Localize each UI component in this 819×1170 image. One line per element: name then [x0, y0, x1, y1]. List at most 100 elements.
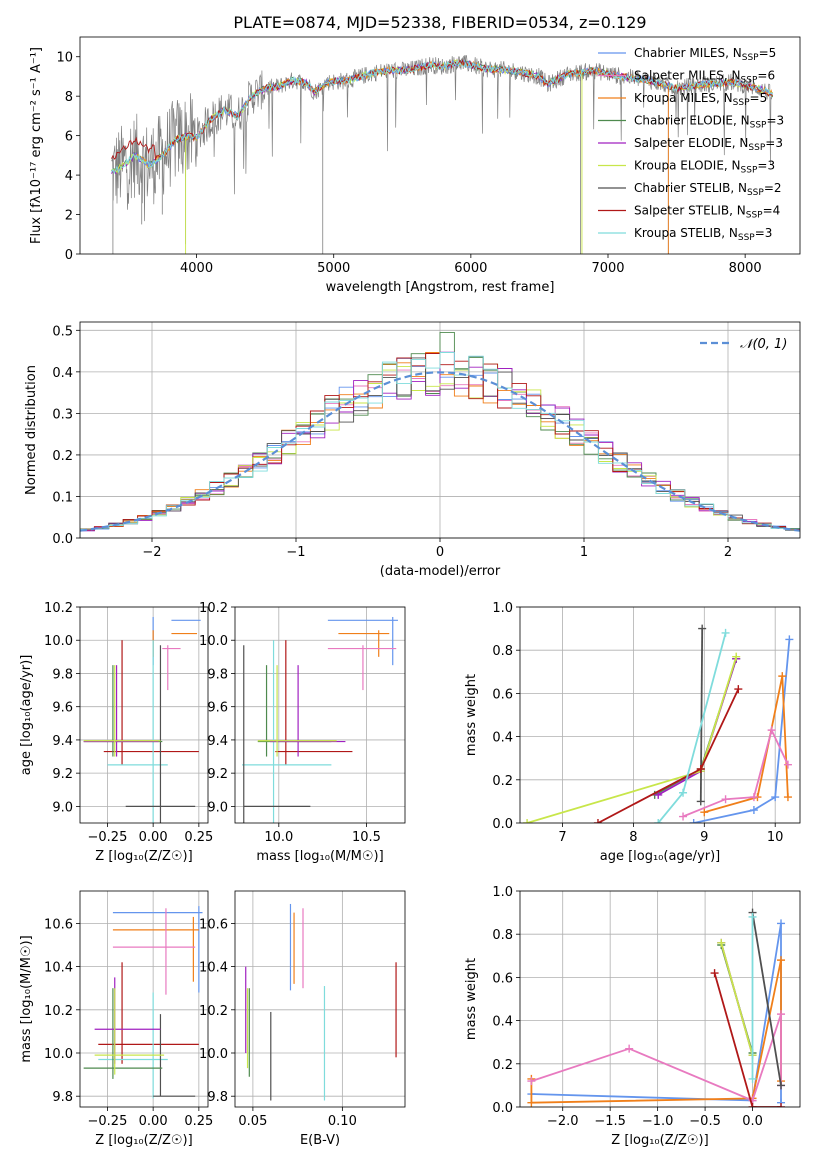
errorbar-chabrier-miles — [327, 616, 398, 666]
x-tick-label: 0.25 — [184, 830, 213, 845]
series-point — [689, 819, 698, 823]
series-salpeter-stelib — [710, 969, 786, 1107]
series-point — [734, 685, 743, 694]
legend-label-sub: SSP — [738, 233, 755, 243]
y-tick-label: 10.6 — [199, 917, 228, 932]
y-tick-label: 10.0 — [199, 1047, 228, 1062]
series-point — [777, 1081, 786, 1090]
series-point — [783, 793, 792, 802]
series-point — [748, 912, 757, 921]
legend-label-sub: SSP — [750, 121, 767, 131]
errorbar-kroupa-miles — [112, 916, 199, 982]
y-tick-label: 9.6 — [207, 701, 228, 716]
series-point — [749, 806, 758, 815]
plot-area-mass_vs_ebv — [245, 903, 397, 1101]
errorbar-chabrier-elodie — [83, 988, 163, 1079]
x-tick-label: 8 — [629, 830, 637, 845]
panel-massweight_vs_age: 7 8 9 10 0.0 0.2 0.4 0.6 0.8 1.0 age [log₁₀(age/yr… — [464, 601, 801, 864]
series-salpeter-miles — [527, 1010, 786, 1105]
series-chabrier-miles — [689, 635, 794, 823]
axes-frame — [79, 36, 801, 255]
panel-spectrum: 4000 5000 6000 7000 8000 0 2 4 6 8 10 wavelength [A… — [29, 36, 801, 295]
series-line — [693, 639, 791, 823]
legend-label-text: Chabrier ELODIE, N — [634, 114, 750, 128]
legend-label: Salpeter ELODIE, NSSP=3 — [634, 136, 783, 153]
panel-residuals: −2 −1 0 1 2 0.0 0.1 0.2 0.3 0.4 0.5 (data-model)/er… — [24, 321, 801, 579]
series-point — [527, 1098, 536, 1107]
errorbar-kroupa-miles — [152, 630, 198, 657]
y-tick-label: 10.2 — [44, 1004, 73, 1019]
y-axis-label: Flux [fλ10⁻¹⁷ erg cm⁻² s⁻¹ A⁻¹] — [29, 47, 44, 244]
legend-label-sub: SSP — [741, 166, 758, 176]
plot-area-mass_vs_Z — [83, 906, 203, 1099]
x-tick-label: −2 — [142, 545, 161, 560]
series-chabrier-miles — [527, 919, 786, 1107]
panel-age_vs_Z: −0.25 0.00 0.25 9.0 9.2 9.4 9.6 9.8 10.0 10.2 Z [l… — [19, 601, 213, 864]
errorbar-kroupa-elodie — [94, 988, 165, 1075]
x-tick-label: −1.5 — [594, 1114, 626, 1129]
x-tick-label: 2 — [724, 545, 732, 560]
y-tick-label: 10.0 — [199, 634, 228, 649]
legend-label: Kroupa MILES, NSSP=5 — [634, 91, 767, 108]
y-tick-label: 9.2 — [52, 767, 73, 782]
series-point — [777, 956, 786, 965]
x-tick-label: −0.25 — [88, 830, 128, 845]
legend-label: Salpeter MILES, NSSP=6 — [634, 69, 775, 86]
y-tick-label: 0.3 — [52, 407, 73, 422]
y-tick-label: 10.2 — [199, 601, 228, 616]
y-tick-label: 0.0 — [492, 817, 513, 832]
y-tick-label: 9.6 — [52, 701, 73, 716]
series-salpeter-miles — [679, 726, 792, 821]
axes-frame — [234, 606, 406, 824]
x-axis-label: Z [log₁₀(Z/Z☉)] — [95, 1133, 192, 1148]
legend-label: Chabrier MILES, NSSP=5 — [634, 46, 776, 63]
y-tick-label: 8 — [65, 90, 73, 105]
y-tick-label: 10.4 — [44, 961, 73, 976]
legend-label: Kroupa STELIB, NSSP=3 — [634, 226, 772, 243]
errorbar-salpeter-elodie — [94, 977, 161, 1064]
series-point — [777, 919, 786, 928]
errorbar-kroupa-stelib — [242, 640, 332, 823]
legend-label: 𝒩(0, 1) — [740, 337, 787, 352]
panel-mass_vs_ebv: 0.05 0.10 9.8 10.0 10.2 10.4 10.6 E(B-V) — [199, 890, 406, 1148]
series-point — [777, 1010, 786, 1019]
y-tick-label: 0.8 — [492, 928, 513, 943]
y-tick-label: 0.4 — [492, 1015, 513, 1030]
errorbar-chabrier-stelib — [125, 645, 196, 823]
x-tick-label: 4000 — [180, 261, 213, 276]
x-tick-label: 1 — [580, 545, 588, 560]
series-point — [717, 938, 726, 947]
series-point — [698, 624, 707, 633]
x-axis-label: age [log₁₀(age/yr)] — [600, 849, 721, 864]
legend-label-sub: SSP — [742, 53, 759, 63]
errorbar-salpeter-elodie — [270, 665, 346, 757]
series-chabrier-elodie — [650, 654, 741, 799]
series-kroupa-elodie — [523, 652, 741, 823]
legend-label-sub: SSP — [733, 98, 750, 108]
y-tick-label: 9.8 — [207, 667, 228, 682]
y-tick-label: 9.4 — [52, 734, 73, 749]
model-chabrier-miles — [134, 59, 773, 168]
figure-title: PLATE=0874, MJD=52338, FIBERID=0534, z=0… — [233, 13, 646, 32]
y-tick-label: 10.2 — [199, 1004, 228, 1019]
errorbar-salpeter-miles — [327, 645, 397, 691]
errorbar-salpeter-miles — [162, 645, 181, 691]
axes-frame — [234, 890, 406, 1108]
series-kroupa-stelib — [748, 912, 757, 1083]
x-tick-label: 10.5 — [352, 830, 381, 845]
plot-area-residuals — [80, 331, 800, 538]
legend-label-text: Kroupa MILES, N — [634, 91, 733, 105]
legend-label-text: Salpeter STELIB, N — [634, 204, 746, 218]
legend-label-text: Chabrier MILES, N — [634, 46, 742, 60]
plot-area-massweight_vs_Z — [527, 908, 786, 1107]
x-tick-label: 0.25 — [184, 1114, 213, 1129]
series-line — [751, 912, 782, 1086]
axes-frame — [79, 606, 209, 824]
axes-frame — [519, 890, 801, 1108]
legend-label-suffix: =5 — [759, 46, 777, 60]
errorbar-chabrier-elodie — [83, 665, 163, 757]
y-tick-label: 6 — [65, 130, 73, 145]
series-point — [785, 635, 794, 644]
y-tick-label: 9.2 — [207, 767, 228, 782]
